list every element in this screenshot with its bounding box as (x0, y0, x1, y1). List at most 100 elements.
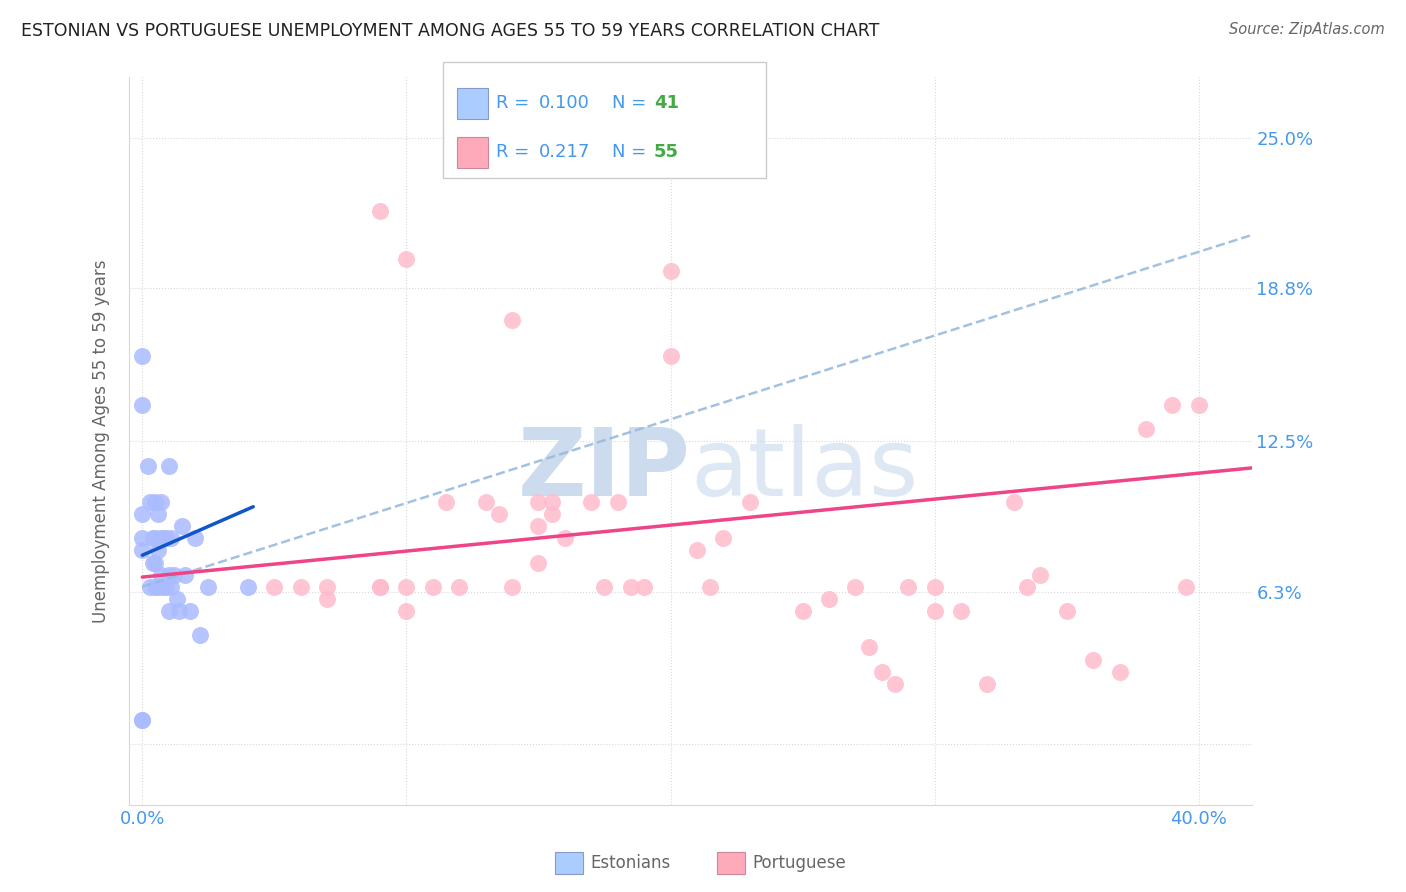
Point (184, 531, 207, 545)
Point (554, 531, 576, 545)
Text: ZIP: ZIP (517, 425, 690, 516)
Point (659, 264, 682, 278)
Point (1002, 495, 1025, 509)
Point (488, 507, 510, 521)
Point (160, 531, 183, 545)
Point (160, 580, 183, 594)
Point (197, 580, 219, 594)
Text: N =: N = (612, 94, 651, 112)
Point (139, 580, 162, 594)
Point (540, 507, 562, 521)
Point (190, 628, 212, 642)
Point (131, 713, 153, 727)
Point (897, 580, 920, 594)
Point (501, 580, 523, 594)
Point (620, 580, 643, 594)
Point (146, 507, 169, 521)
Point (136, 458, 159, 473)
Text: atlas: atlas (690, 425, 918, 516)
Text: Portuguese: Portuguese (752, 854, 846, 872)
Point (474, 495, 496, 509)
Point (738, 495, 761, 509)
Point (152, 531, 174, 545)
Point (236, 580, 259, 594)
Point (368, 203, 391, 218)
Point (155, 531, 177, 545)
Point (527, 556, 550, 570)
Point (145, 556, 167, 570)
Point (145, 495, 167, 509)
Point (884, 677, 907, 691)
Point (593, 580, 616, 594)
Text: N =: N = (612, 143, 651, 161)
Point (395, 580, 418, 594)
Point (149, 567, 172, 582)
Point (290, 580, 312, 594)
Point (434, 495, 457, 509)
Text: Source: ZipAtlas.com: Source: ZipAtlas.com (1229, 22, 1385, 37)
Point (1161, 398, 1184, 412)
Point (699, 580, 721, 594)
Text: 41: 41 (654, 94, 679, 112)
Point (1174, 580, 1197, 594)
Point (368, 580, 391, 594)
Point (711, 531, 734, 545)
Text: 0.100: 0.100 (538, 94, 589, 112)
Point (818, 591, 841, 606)
Point (844, 580, 866, 594)
Point (146, 580, 169, 594)
Point (131, 713, 153, 727)
Point (149, 531, 172, 545)
Point (501, 313, 523, 327)
Point (145, 531, 167, 545)
Point (527, 495, 550, 509)
Point (139, 495, 162, 509)
Point (155, 580, 177, 594)
Point (950, 604, 973, 618)
Point (263, 580, 285, 594)
Point (1081, 652, 1104, 666)
Point (149, 495, 172, 509)
Point (163, 567, 186, 582)
Text: 55: 55 (654, 143, 679, 161)
Point (870, 665, 893, 679)
Point (792, 604, 814, 618)
Point (157, 604, 180, 618)
Point (131, 398, 153, 412)
Point (146, 543, 169, 558)
Point (976, 677, 998, 691)
Point (858, 640, 880, 655)
Point (157, 567, 180, 582)
Point (131, 350, 153, 364)
Point (1015, 580, 1038, 594)
Point (659, 350, 682, 364)
Point (606, 495, 628, 509)
Point (173, 567, 195, 582)
Point (1056, 604, 1078, 618)
Point (368, 580, 391, 594)
Point (581, 495, 603, 509)
Point (1029, 567, 1052, 582)
Point (1188, 398, 1211, 412)
Point (1108, 665, 1130, 679)
Point (527, 519, 550, 533)
Y-axis label: Unemployment Among Ages 55 to 59 years: Unemployment Among Ages 55 to 59 years (93, 260, 110, 623)
Point (316, 591, 339, 606)
Point (633, 580, 655, 594)
Point (179, 604, 201, 618)
Point (924, 580, 946, 594)
Point (395, 252, 418, 267)
Point (145, 580, 167, 594)
Point (170, 519, 193, 533)
Point (142, 556, 165, 570)
Point (1135, 422, 1157, 436)
Point (131, 507, 153, 521)
Point (449, 580, 471, 594)
Point (142, 531, 165, 545)
Point (422, 580, 444, 594)
Point (166, 591, 188, 606)
Point (686, 543, 709, 558)
Text: ESTONIAN VS PORTUGUESE UNEMPLOYMENT AMONG AGES 55 TO 59 YEARS CORRELATION CHART: ESTONIAN VS PORTUGUESE UNEMPLOYMENT AMON… (21, 22, 880, 40)
Point (157, 458, 180, 473)
Point (131, 543, 153, 558)
